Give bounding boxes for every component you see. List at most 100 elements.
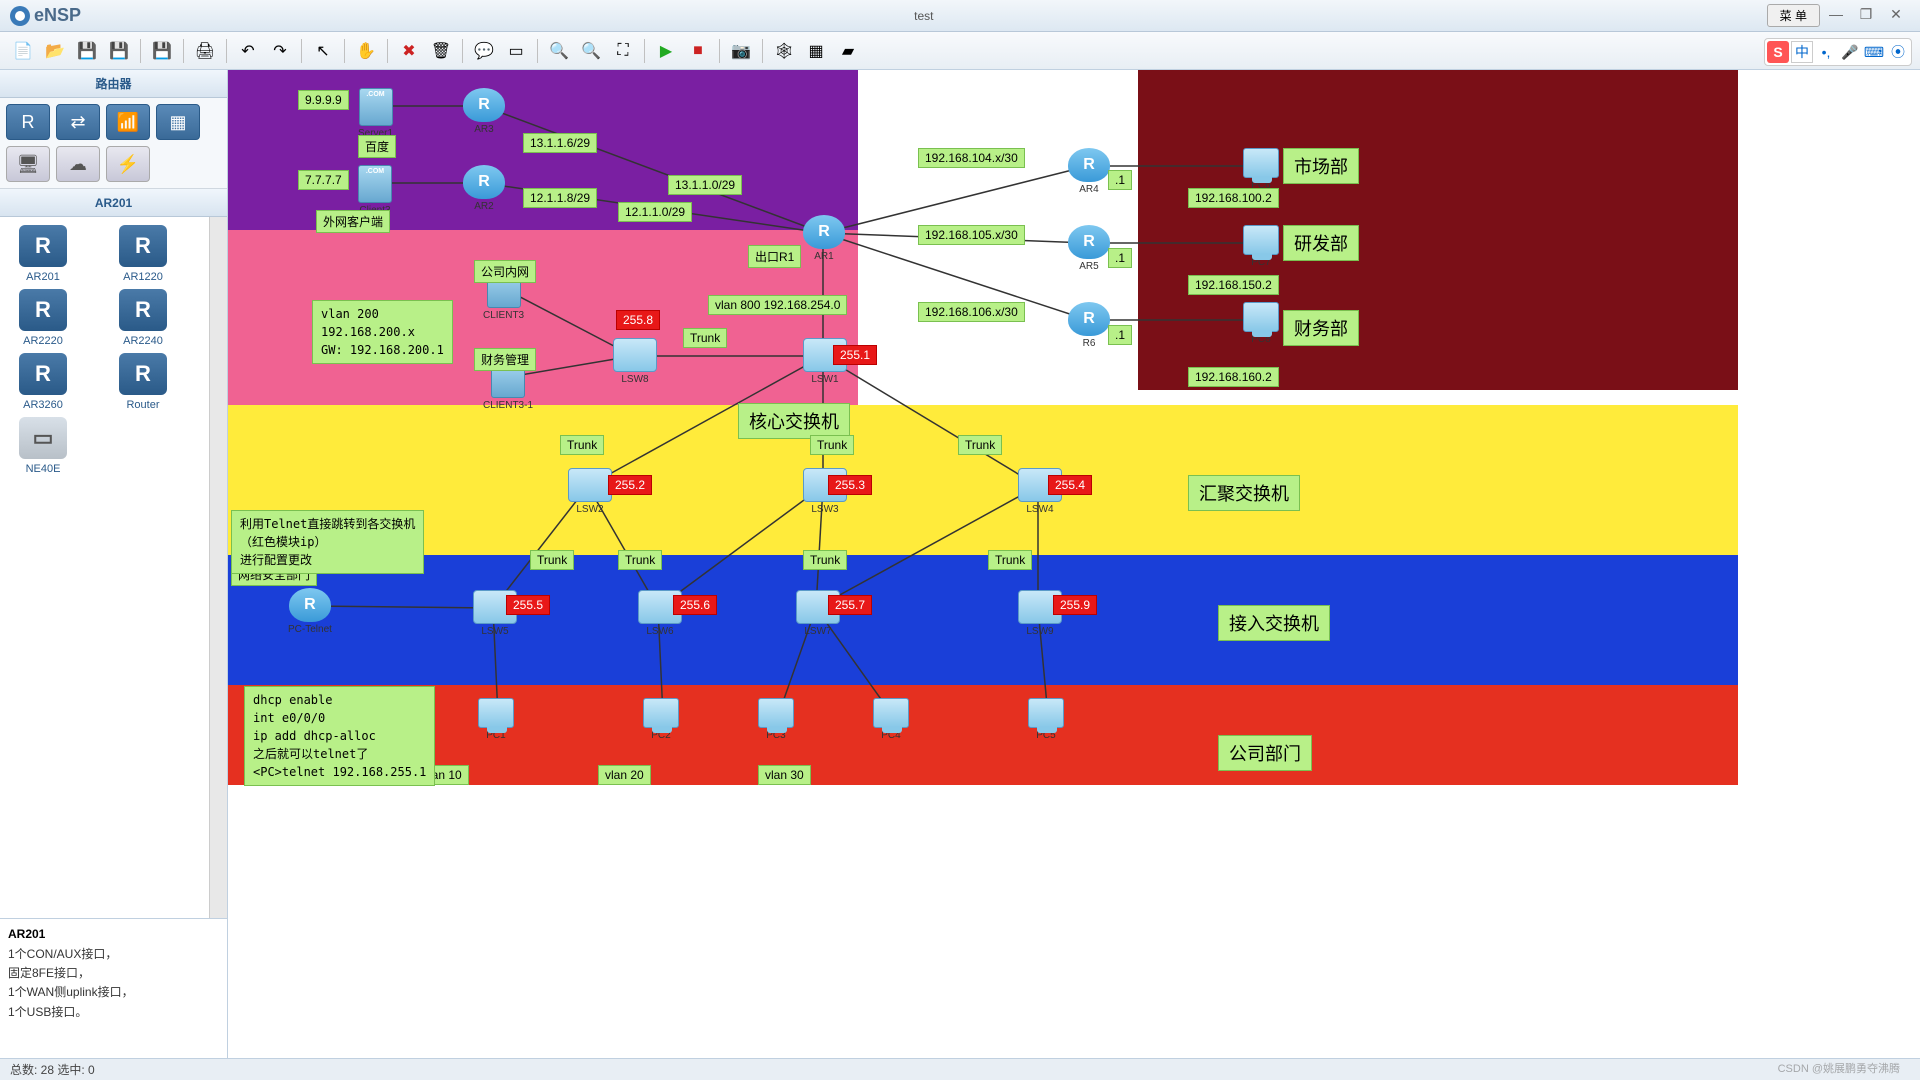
close-button[interactable]: ✕ — [1882, 4, 1910, 24]
node-lsw2[interactable]: LSW2 — [568, 468, 612, 515]
tool-dark[interactable]: ▰ — [833, 36, 863, 66]
category-row: R⇄📶▦ 🖥☁⚡ — [0, 98, 227, 189]
ime-voice-icon[interactable]: 🎤 — [1839, 41, 1861, 63]
node-pc2[interactable]: PC2 — [643, 698, 679, 741]
note: 利用Telnet直接跳转到各交换机 （红色模块ip） 进行配置更改 — [231, 510, 424, 574]
device-AR3260[interactable]: RAR3260 — [8, 353, 78, 411]
tag: 公司部门 — [1218, 735, 1312, 771]
topology-canvas[interactable]: Server1 AR3 Client3 AR2 AR1 AR4 AR5 R6 PC6 PC7 PC8… — [228, 70, 1920, 1058]
tool-undo[interactable]: ↶ — [233, 36, 263, 66]
node-pc6[interactable]: PC6 — [1243, 148, 1279, 191]
tag: 13.1.1.6/29 — [523, 133, 597, 153]
tool-grid[interactable]: ▦ — [801, 36, 831, 66]
wlan-cat[interactable]: 📶 — [106, 104, 150, 140]
node-ar4[interactable]: AR4 — [1068, 148, 1110, 195]
router-cat[interactable]: R — [6, 104, 50, 140]
node-pc7[interactable]: PC7 — [1243, 225, 1279, 268]
tool-print[interactable]: 🖨 — [190, 36, 220, 66]
node-pc8[interactable]: PC8 — [1243, 302, 1279, 345]
tag: 出口R1 — [748, 245, 801, 268]
tag: Trunk — [683, 328, 727, 348]
node-lsw8[interactable]: LSW8 — [613, 338, 657, 385]
node-r6[interactable]: R6 — [1068, 302, 1110, 349]
ime-punct-icon[interactable]: •, — [1815, 41, 1837, 63]
tool-saveAs[interactable]: 💾 — [147, 36, 177, 66]
tag: 255.2 — [608, 475, 652, 495]
maximize-button[interactable]: ❐ — [1852, 4, 1880, 24]
tag: vlan 30 — [758, 765, 811, 785]
ime-lang[interactable]: 中 — [1791, 41, 1813, 63]
node-ar2[interactable]: AR2 — [463, 165, 505, 212]
region — [228, 555, 1738, 685]
tag: 192.168.106.x/30 — [918, 302, 1025, 322]
menu-button[interactable]: 菜 单 — [1767, 4, 1820, 27]
device-Router[interactable]: RRouter — [108, 353, 178, 411]
tool-save2[interactable]: 💾 — [104, 36, 134, 66]
node-ar3[interactable]: AR3 — [463, 88, 505, 135]
description-panel: AR201 1个CON/AUX接口， 固定8FE接口， 1个WAN侧uplink… — [0, 918, 227, 1058]
tool-rect[interactable]: ▭ — [501, 36, 531, 66]
switch-cat[interactable]: ⇄ — [56, 104, 100, 140]
node-server1[interactable]: Server1 — [358, 88, 393, 139]
tool-clear[interactable]: 🗑 — [426, 36, 456, 66]
device-AR2220[interactable]: RAR2220 — [8, 289, 78, 347]
tool-zoomOut[interactable]: 🔍 — [576, 36, 606, 66]
tool-play[interactable]: ▶ — [651, 36, 681, 66]
tool-delete[interactable]: ✖ — [394, 36, 424, 66]
tool-new[interactable]: 📄 — [8, 36, 38, 66]
node-pcTelnet[interactable]: PC-Telnet — [288, 588, 332, 635]
tag: 192.168.150.2 — [1188, 275, 1279, 295]
window-controls: 菜 单 — ❐ ✕ — [1767, 4, 1910, 27]
node-pc5[interactable]: PC5 — [1028, 698, 1064, 741]
tag: 汇聚交换机 — [1188, 475, 1300, 511]
cloud-cat[interactable]: ☁ — [56, 146, 100, 182]
note: vlan 200 192.168.200.x GW: 192.168.200.1 — [312, 300, 453, 364]
tag: Trunk — [988, 550, 1032, 570]
tag: 市场部 — [1283, 148, 1359, 184]
device-AR201[interactable]: RAR201 — [8, 225, 78, 283]
ime-keyboard-icon[interactable]: ⌨ — [1863, 41, 1885, 63]
tool-zoomIn[interactable]: 🔍 — [544, 36, 574, 66]
node-ar1[interactable]: AR1 — [803, 215, 845, 262]
device-AR1220[interactable]: RAR1220 — [108, 225, 178, 283]
minimize-button[interactable]: — — [1822, 4, 1850, 24]
tag: 7.7.7.7 — [298, 170, 349, 190]
device-scrollbar[interactable] — [209, 217, 227, 918]
tool-redo[interactable]: ↷ — [265, 36, 295, 66]
tool-select[interactable]: ↖ — [308, 36, 338, 66]
tool-open[interactable]: 📂 — [40, 36, 70, 66]
region — [1138, 70, 1738, 390]
ime-menu-icon[interactable]: ⦿ — [1887, 41, 1909, 63]
node-pc4[interactable]: PC4 — [873, 698, 909, 741]
node-pc3[interactable]: PC3 — [758, 698, 794, 741]
tool-pan[interactable]: ✋ — [351, 36, 381, 66]
tool-fit[interactable]: ⛶ — [608, 36, 638, 66]
node-pc1[interactable]: PC1 — [478, 698, 514, 741]
status-text: 总数: 28 选中: 0 — [10, 1061, 95, 1078]
tag: .1 — [1108, 325, 1132, 345]
tool-save[interactable]: 💾 — [72, 36, 102, 66]
statusbar: 总数: 28 选中: 0 — [0, 1058, 1920, 1080]
device-NE40E[interactable]: ▭NE40E — [8, 417, 78, 475]
device-AR2240[interactable]: RAR2240 — [108, 289, 178, 347]
titlebar: eNSP test 菜 单 — ❐ ✕ — [0, 0, 1920, 32]
region — [228, 405, 1738, 555]
tag: Trunk — [958, 435, 1002, 455]
node-client3p[interactable]: Client3 — [358, 165, 392, 216]
firewall-cat[interactable]: ▦ — [156, 104, 200, 140]
tag: 255.6 — [673, 595, 717, 615]
tag: 192.168.160.2 — [1188, 367, 1279, 387]
tool-text[interactable]: 💬 — [469, 36, 499, 66]
tool-stop[interactable]: ■ — [683, 36, 713, 66]
logo-icon — [10, 6, 30, 26]
tool-capture[interactable]: 📷 — [726, 36, 756, 66]
tag: 13.1.1.0/29 — [668, 175, 742, 195]
node-ar5[interactable]: AR5 — [1068, 225, 1110, 272]
tag: 核心交换机 — [738, 403, 850, 439]
main-area: 路由器 R⇄📶▦🖥☁⚡ AR201 RAR201RAR1220RAR2220RA… — [0, 70, 1920, 1058]
pc-cat[interactable]: 🖥 — [6, 146, 50, 182]
tag: Trunk — [530, 550, 574, 570]
other-cat[interactable]: ⚡ — [106, 146, 150, 182]
tool-topo[interactable]: 🕸 — [769, 36, 799, 66]
tag: Trunk — [618, 550, 662, 570]
